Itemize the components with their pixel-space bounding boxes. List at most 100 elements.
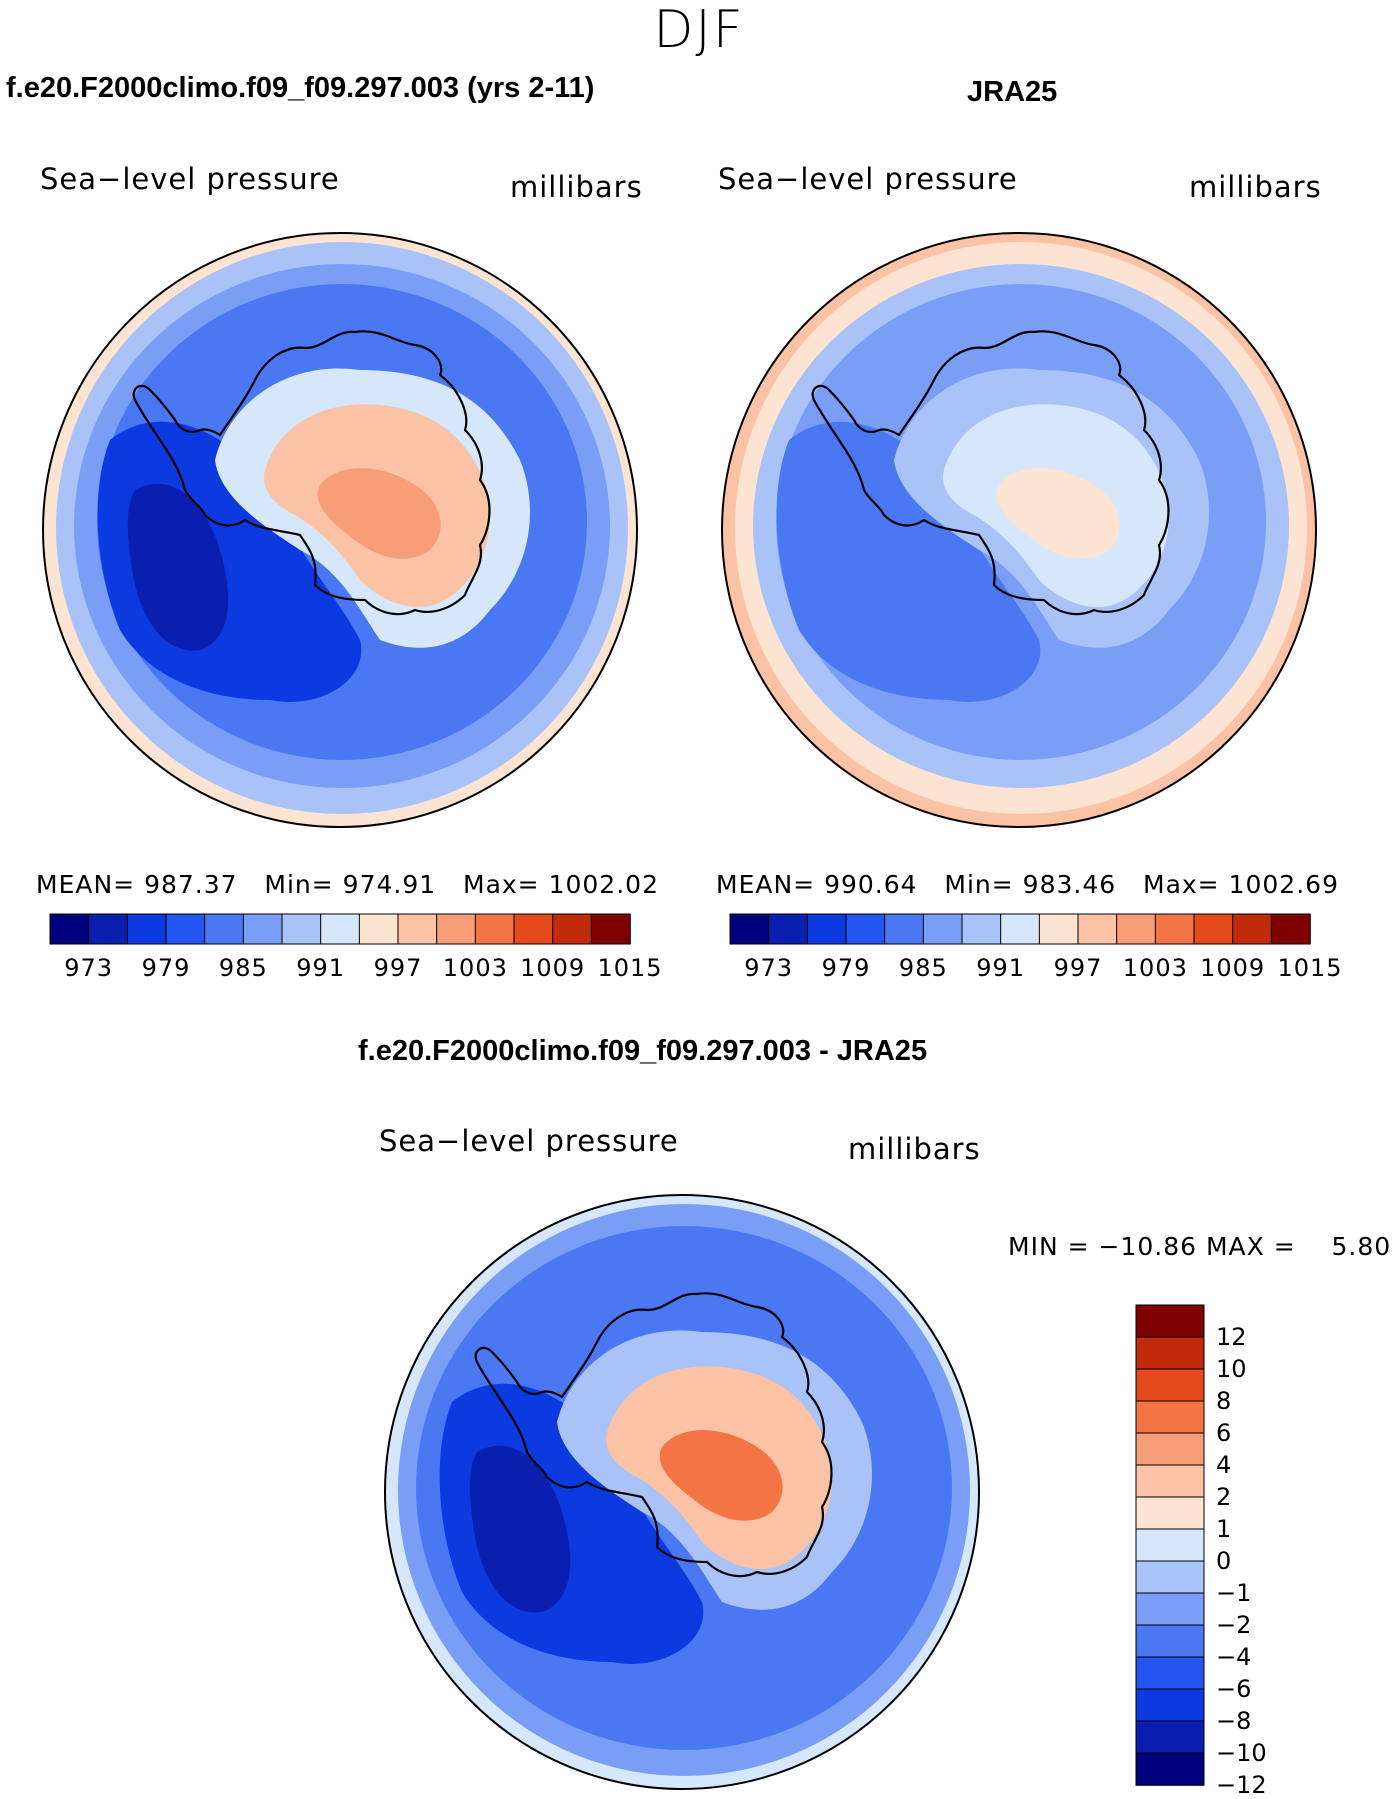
colorbar-1-tick-label: 1003 [443, 954, 508, 982]
colorbar-2-box [845, 913, 886, 945]
colorbar-3-box [1135, 1752, 1205, 1786]
colorbar-3-box [1135, 1720, 1205, 1754]
map-1-antarctica-coastline [132, 330, 491, 616]
colorbar-1-box [474, 913, 515, 945]
panel-1-mean-value: 987.37 [144, 870, 238, 899]
colorbar-1-box [436, 913, 477, 945]
panel-2-min-label: Min= [944, 870, 1014, 899]
panel-2-units-label: millibars [1189, 170, 1322, 204]
colorbar-1-tick-label: 1009 [520, 954, 585, 982]
colorbar-1-box [513, 913, 554, 945]
colorbar-2-box [729, 913, 770, 945]
colorbar-1-box [242, 913, 283, 945]
colorbar-2-box [961, 913, 1002, 945]
colorbar-2-tick-label: 1015 [1277, 954, 1342, 982]
colorbar-1-box [590, 913, 631, 945]
colorbar-3-box [1135, 1656, 1205, 1690]
colorbar-2-box [884, 913, 925, 945]
panel-3-min-value: −10.86 [1098, 1232, 1198, 1261]
panel-2-mean-value: 990.64 [824, 870, 918, 899]
map-3-field [385, 1195, 979, 1789]
panel-3-max-value: 5.80 [1331, 1232, 1392, 1261]
panel-2-variable-label: Sea−level pressure [718, 162, 1018, 196]
colorbar-2: 973 979 985 991 997 1003 1009 1015 [729, 913, 1342, 982]
colorbar-2-box [1038, 913, 1079, 945]
colorbar-3-box [1135, 1496, 1205, 1530]
map-2-jra25-slp [721, 232, 1317, 828]
map-3-antarctica-coastline [474, 1292, 833, 1578]
colorbar-2-tick-label: 997 [1054, 954, 1103, 982]
panel-3-variable-label: Sea−level pressure [379, 1124, 679, 1158]
colorbar-3-tick-label: 8 [1216, 1387, 1231, 1415]
panel-2-stats: MEAN= 990.64 Min= 983.46 Max= 1002.69 [716, 870, 1339, 899]
colorbar-2-tick-label: 979 [822, 954, 871, 982]
colorbar-3-box [1135, 1400, 1205, 1434]
colorbar-2-box [1232, 913, 1273, 945]
colorbar-3-tick-label: 0 [1216, 1547, 1231, 1575]
panel-1-variable-label: Sea−level pressure [40, 162, 340, 196]
colorbar-2-box [922, 913, 963, 945]
map-1-border [42, 232, 638, 828]
colorbar-3-box [1135, 1560, 1205, 1594]
map-1-region-trough-core [127, 483, 229, 651]
panel-1-min-label: Min= [264, 870, 334, 899]
colorbar-3-box [1135, 1624, 1205, 1658]
map-3-region-plateau-core [659, 1430, 783, 1521]
panel-1-max-label: Max= [463, 870, 540, 899]
colorbar-3-box [1135, 1592, 1205, 1626]
colorbar-1-tick-label: 1015 [597, 954, 662, 982]
map-2-field [722, 233, 1316, 827]
colorbar-3-tick-label: −4 [1216, 1643, 1251, 1671]
colorbar-2-box [768, 913, 809, 945]
colorbar-1-box [281, 913, 322, 945]
colorbar-2-box [1270, 913, 1311, 945]
colorbar-3-tick-label: 4 [1216, 1451, 1231, 1479]
colorbar-1-box [358, 913, 399, 945]
panel-3-max-label: MAX = [1205, 1232, 1296, 1261]
colorbar-1-box [204, 913, 245, 945]
colorbar-3-tick-label: −8 [1216, 1707, 1251, 1735]
map-2-region-trough-core [806, 483, 908, 651]
panel-2-max-value: 1002.69 [1228, 870, 1339, 899]
colorbar-2-tick-label: 985 [899, 954, 948, 982]
colorbar-3-box [1135, 1336, 1205, 1370]
colorbar-2-box [806, 913, 847, 945]
colorbar-2-box [1077, 913, 1118, 945]
colorbar-1-tick-label: 997 [374, 954, 423, 982]
map-1-region-plateau-core [317, 468, 441, 559]
colorbar-3-tick-label: −12 [1216, 1771, 1267, 1799]
panel-1-mean-label: MEAN= [36, 870, 136, 899]
colorbar-1-tick-label: 985 [219, 954, 268, 982]
panel-3-units-label: millibars [848, 1132, 981, 1166]
map-3-region-trough-core [469, 1445, 571, 1613]
colorbar-3-tick-label: 6 [1216, 1419, 1231, 1447]
colorbar-3-tick-label: 2 [1216, 1483, 1231, 1511]
map-2-border [721, 232, 1317, 828]
map-3-difference-slp [384, 1194, 980, 1790]
colorbar-3-tick-label: −6 [1216, 1675, 1251, 1703]
panel-2-min-value: 983.46 [1022, 870, 1117, 899]
colorbar-2-tick-label: 973 [744, 954, 793, 982]
colorbar-3-tick-label: 12 [1216, 1323, 1247, 1351]
colorbar-1-box [88, 913, 129, 945]
page-title: DJF [653, 0, 745, 60]
colorbar-1-tick-label: 991 [296, 954, 345, 982]
colorbar-2-tick-label: 1003 [1123, 954, 1188, 982]
colorbar-2-box [1193, 913, 1234, 945]
colorbar-1-box [320, 913, 361, 945]
colorbar-3-tick-label: −10 [1216, 1739, 1267, 1767]
panel-1-max-value: 1002.02 [548, 870, 659, 899]
colorbar-3-box [1135, 1688, 1205, 1722]
panel-1-min-value: 974.91 [342, 870, 437, 899]
map-1-model-slp [42, 232, 638, 828]
map-1-field [43, 233, 637, 827]
colorbar-1-box [49, 913, 90, 945]
colorbar-1-tick-label: 979 [142, 954, 191, 982]
colorbar-3-box [1135, 1368, 1205, 1402]
panel-2-title: JRA25 [967, 76, 1058, 108]
map-2-region-plateau-core [996, 468, 1120, 559]
map-2-antarctica-coastline [811, 330, 1170, 616]
panel-2-max-label: Max= [1143, 870, 1220, 899]
colorbar-3-box [1135, 1464, 1205, 1498]
